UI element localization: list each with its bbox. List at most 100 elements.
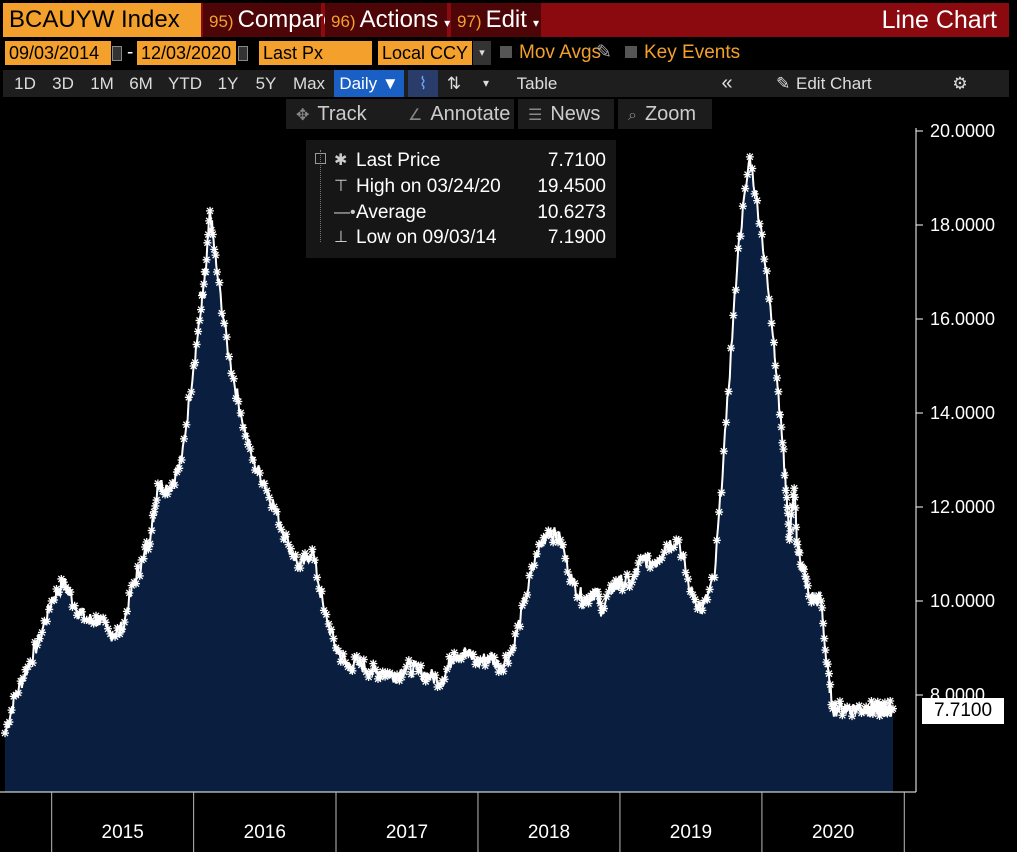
currency-dropdown-icon[interactable]: ▾ (473, 41, 491, 65)
table-button[interactable]: Table (516, 74, 558, 93)
pencil-icon[interactable]: ✎ (596, 42, 612, 63)
price-marker (243, 440, 252, 449)
price-marker (208, 230, 217, 239)
period-dropdown[interactable]: Daily ▼ (334, 70, 404, 97)
price-marker (274, 520, 283, 529)
ticker-field[interactable]: BCAUYW Index (3, 3, 201, 37)
price-marker (144, 545, 153, 554)
price-marker (5, 718, 14, 727)
end-date-field[interactable]: 12/03/2020 (137, 41, 236, 65)
price-marker (111, 632, 120, 641)
key-events-checkbox[interactable] (625, 46, 637, 58)
price-marker (466, 649, 475, 658)
style-dropdown-icon[interactable]: ▾ (482, 76, 490, 90)
end-calendar-icon[interactable] (238, 46, 248, 61)
timeframe-max[interactable]: Max (292, 74, 326, 93)
zoom-icon: ⌕ (628, 107, 637, 124)
price-marker (82, 615, 91, 624)
price-marker (419, 672, 428, 681)
low-value: 7.1900 (547, 227, 606, 248)
legend-collapse-icon[interactable] (315, 153, 326, 164)
price-marker (784, 520, 793, 529)
edit-button[interactable]: 97) Edit ▾ (451, 3, 541, 37)
timeframe-ytd[interactable]: YTD (168, 74, 202, 93)
price-marker (787, 510, 796, 519)
zoom-tool[interactable]: ⌕ Zoom (618, 99, 712, 129)
timeframe-1y[interactable]: 1Y (217, 74, 239, 93)
price-marker (381, 672, 390, 681)
price-marker (611, 576, 620, 585)
timeframe-3d[interactable]: 3D (52, 74, 74, 93)
legend-panel[interactable]: ✱ Last Price 7.7100 ⊤ High on 03/24/20 1… (306, 140, 616, 258)
field-selector[interactable]: Last Px (259, 41, 372, 65)
price-marker (679, 550, 688, 559)
price-marker (743, 170, 752, 179)
price-marker (741, 184, 750, 193)
price-marker (47, 597, 56, 605)
price-marker (215, 278, 224, 287)
line-chart-icon[interactable]: ⌇ (408, 70, 438, 97)
price-marker (774, 387, 783, 396)
start-calendar-icon[interactable] (112, 46, 122, 61)
price-marker (45, 605, 54, 614)
news-tool[interactable]: ☰ News (518, 99, 614, 129)
price-marker (515, 622, 524, 631)
price-marker (255, 468, 264, 477)
track-tool[interactable]: ✥ Track (286, 99, 398, 129)
timeframe-6m[interactable]: 6M (129, 74, 153, 93)
timeframe-5y[interactable]: 5Y (255, 74, 277, 93)
timeframe-1m[interactable]: 1M (90, 74, 114, 93)
key-events-label[interactable]: Key Events (644, 42, 741, 63)
price-marker (824, 669, 833, 678)
price-marker (537, 539, 546, 548)
price-marker (636, 553, 645, 562)
price-marker (867, 697, 876, 706)
annotate-label: Annotate (430, 103, 511, 125)
price-marker (322, 610, 331, 619)
price-marker (329, 634, 338, 643)
price-marker (239, 423, 248, 432)
price-marker (319, 606, 328, 615)
mov-avgs-checkbox[interactable] (500, 46, 512, 58)
price-marker (620, 581, 629, 590)
price-marker (367, 667, 376, 676)
actions-button[interactable]: 96) Actions ▾ (325, 3, 450, 37)
collapse-icon[interactable]: « (721, 72, 733, 94)
price-marker (688, 590, 697, 599)
price-marker (819, 619, 828, 628)
price-marker (790, 484, 799, 493)
price-marker (248, 456, 257, 464)
edit-chart-button[interactable]: Edit Chart (796, 74, 872, 93)
price-marker (148, 511, 157, 520)
price-marker (421, 677, 430, 686)
bar-style-icon[interactable]: ⇅ (446, 74, 462, 93)
price-marker (765, 295, 774, 304)
price-marker (348, 666, 357, 675)
price-marker (513, 621, 522, 630)
price-marker (494, 668, 503, 677)
price-marker (814, 591, 823, 600)
price-marker (207, 226, 216, 235)
currency-selector[interactable]: Local CCY (378, 41, 472, 65)
annotate-tool[interactable]: ∠ Annotate (398, 99, 514, 129)
mov-avgs-label[interactable]: Mov Avgs (519, 42, 602, 63)
price-marker (352, 652, 361, 661)
y-tick-label: 12.0000 (930, 497, 995, 517)
compare-button[interactable]: 95) Compare (203, 3, 336, 37)
price-marker (258, 480, 267, 489)
price-marker (817, 597, 826, 605)
timeframe-1d[interactable]: 1D (14, 74, 36, 93)
price-marker (362, 667, 371, 676)
price-marker (220, 319, 229, 328)
price-marker (431, 671, 440, 680)
price-marker (409, 660, 418, 669)
gear-icon[interactable]: ⚙ (952, 74, 968, 93)
price-marker (831, 699, 840, 708)
price-marker (282, 530, 291, 539)
price-marker (738, 202, 747, 211)
price-marker (802, 575, 811, 584)
legend-row-low: ⊥ Low on 09/03/14 7.1900 (306, 225, 616, 250)
start-date-field[interactable]: 09/03/2014 (5, 41, 111, 65)
price-marker (369, 659, 378, 668)
